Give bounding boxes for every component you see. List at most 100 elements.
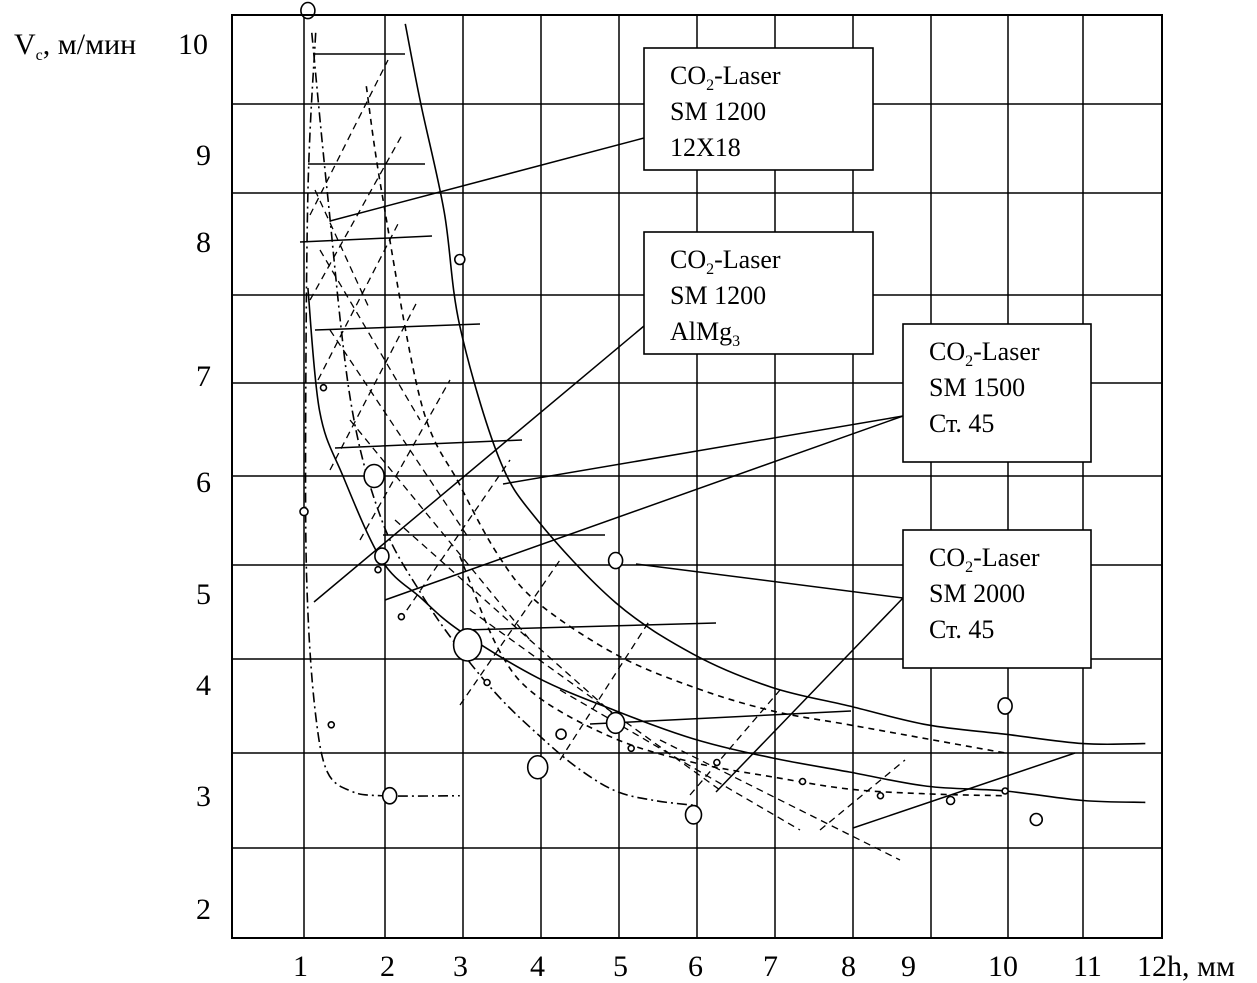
data-point-10 [453, 253, 466, 266]
x-tick-label-6: 6 [688, 950, 703, 983]
x-tick-label-5: 5 [613, 950, 628, 983]
data-point-9 [381, 786, 398, 805]
annotation-4-line-3: Ст. 45 [929, 615, 994, 644]
annotation-text-rest: -Laser [714, 61, 781, 90]
data-point-20 [798, 777, 807, 786]
annotation-text: SM 2000 [929, 579, 1025, 608]
annotation-2-leader-1 [313, 325, 645, 603]
annotation-text: CO [929, 543, 965, 572]
lattice-line-5 [359, 379, 451, 541]
x-tick-label-9: 9 [901, 950, 916, 983]
x-tick-label-8: 8 [841, 950, 856, 983]
lattice-line-14 [349, 419, 531, 641]
annotation-text-rest: -Laser [714, 245, 781, 274]
annotation-text: SM 1200 [670, 281, 766, 310]
data-point-2 [319, 383, 328, 392]
x-tick-label-2: 2 [380, 950, 395, 983]
annotation-3-leader-2 [384, 415, 904, 601]
annotation-4-leader-1 [635, 563, 904, 599]
data-point-13 [526, 754, 549, 780]
annotation-text: SM 1500 [929, 373, 1025, 402]
y-tick-label-4: 4 [196, 669, 211, 702]
annotation-subscript: 2 [965, 559, 973, 576]
data-point-6 [374, 547, 390, 565]
annotation-4-line-1: CO2-Laser [929, 543, 1040, 576]
lattice-line-8 [559, 619, 651, 761]
y-tick-label-5: 5 [196, 578, 211, 611]
data-point-12 [483, 678, 491, 687]
y-tick-label-2: 2 [196, 893, 211, 926]
data-point-7 [374, 565, 382, 574]
data-point-14 [555, 728, 567, 741]
annotation-4-leader-2 [715, 597, 904, 793]
annotation-1-line-3: 12X18 [670, 133, 741, 162]
data-point-22 [945, 795, 956, 806]
lattice-line-6 [399, 459, 511, 621]
annotation-subscript: 2 [706, 77, 714, 94]
x-tick-label-4: 4 [530, 950, 545, 983]
data-point-17 [627, 744, 635, 753]
annotation-subscript: 2 [706, 261, 714, 278]
lattice-line-4 [329, 299, 419, 471]
annotation-subscript: 2 [965, 353, 973, 370]
data-point-4 [327, 720, 336, 729]
annotation-text: SM 1200 [670, 97, 766, 126]
data-point-16 [605, 711, 626, 735]
annotation-text: AlMg [670, 317, 732, 346]
x-tick-label-7: 7 [763, 950, 778, 983]
hatch-line-8 [589, 710, 852, 725]
lattice-line-12 [319, 249, 421, 421]
lattice-line-18 [659, 739, 901, 861]
annotation-text: Ст. 45 [929, 615, 994, 644]
annotation-subscript: 3 [732, 333, 740, 350]
annotation-3-leader-1 [502, 415, 904, 485]
annotation-1-line-1: CO2-Laser [670, 61, 781, 94]
x-tick-label-10: 10 [988, 950, 1018, 983]
hatch-lines [299, 53, 906, 861]
annotation-2-line-2: SM 1200 [670, 281, 766, 310]
data-point-21 [876, 791, 885, 800]
annotation-1-box [643, 47, 874, 171]
data-point-15 [607, 551, 624, 570]
y-axis-label: Vc, м/мин [14, 28, 136, 64]
y-tick-labels: 10 9 8 7 6 5 4 3 2 [178, 28, 211, 926]
x-tick-label-12: 12 [1137, 950, 1167, 983]
y-axis-label-main: V [14, 28, 36, 61]
plot-frame [231, 14, 1163, 939]
lattice-line-3 [317, 219, 401, 381]
annotation-3-line-2: SM 1500 [929, 373, 1025, 402]
lattice-line-11 [314, 189, 371, 311]
y-tick-label-9: 9 [196, 139, 211, 172]
data-point-5 [363, 463, 385, 489]
series-line-3 [365, 86, 1006, 754]
y-tick-label-7: 7 [196, 360, 211, 393]
annotation-4-leader-3 [852, 752, 1076, 829]
annotation-text: CO [670, 61, 706, 90]
x-tick-label-3: 3 [453, 950, 468, 983]
lattice-line-10 [819, 759, 906, 831]
lattice-line-7 [459, 559, 561, 706]
y-tick-label-3: 3 [196, 780, 211, 813]
annotation-4-box [902, 529, 1092, 669]
hatch-line-4 [314, 323, 481, 331]
y-tick-label-10: 10 [178, 28, 208, 61]
data-point-19 [713, 758, 721, 767]
annotation-1-leader-1 [329, 137, 645, 222]
annotation-2-line-1: CO2-Laser [670, 245, 781, 278]
annotation-1-line-2: SM 1200 [670, 97, 766, 126]
y-axis-label-sub: c [36, 47, 43, 64]
data-point-1 [300, 1, 316, 20]
series-line-5 [304, 32, 460, 797]
y-axis-label-unit: , м/мин [43, 28, 136, 61]
hatch-line-5 [334, 439, 523, 449]
lattice-line-16 [469, 609, 721, 791]
series-line-4 [310, 32, 694, 807]
data-point-25 [1029, 812, 1044, 827]
series-line-1 [404, 23, 1146, 746]
annotation-3-line-1: CO2-Laser [929, 337, 1040, 370]
annotation-text-rest: -Laser [973, 543, 1040, 572]
annotation-text: CO [929, 337, 965, 366]
data-point-8 [397, 612, 406, 621]
